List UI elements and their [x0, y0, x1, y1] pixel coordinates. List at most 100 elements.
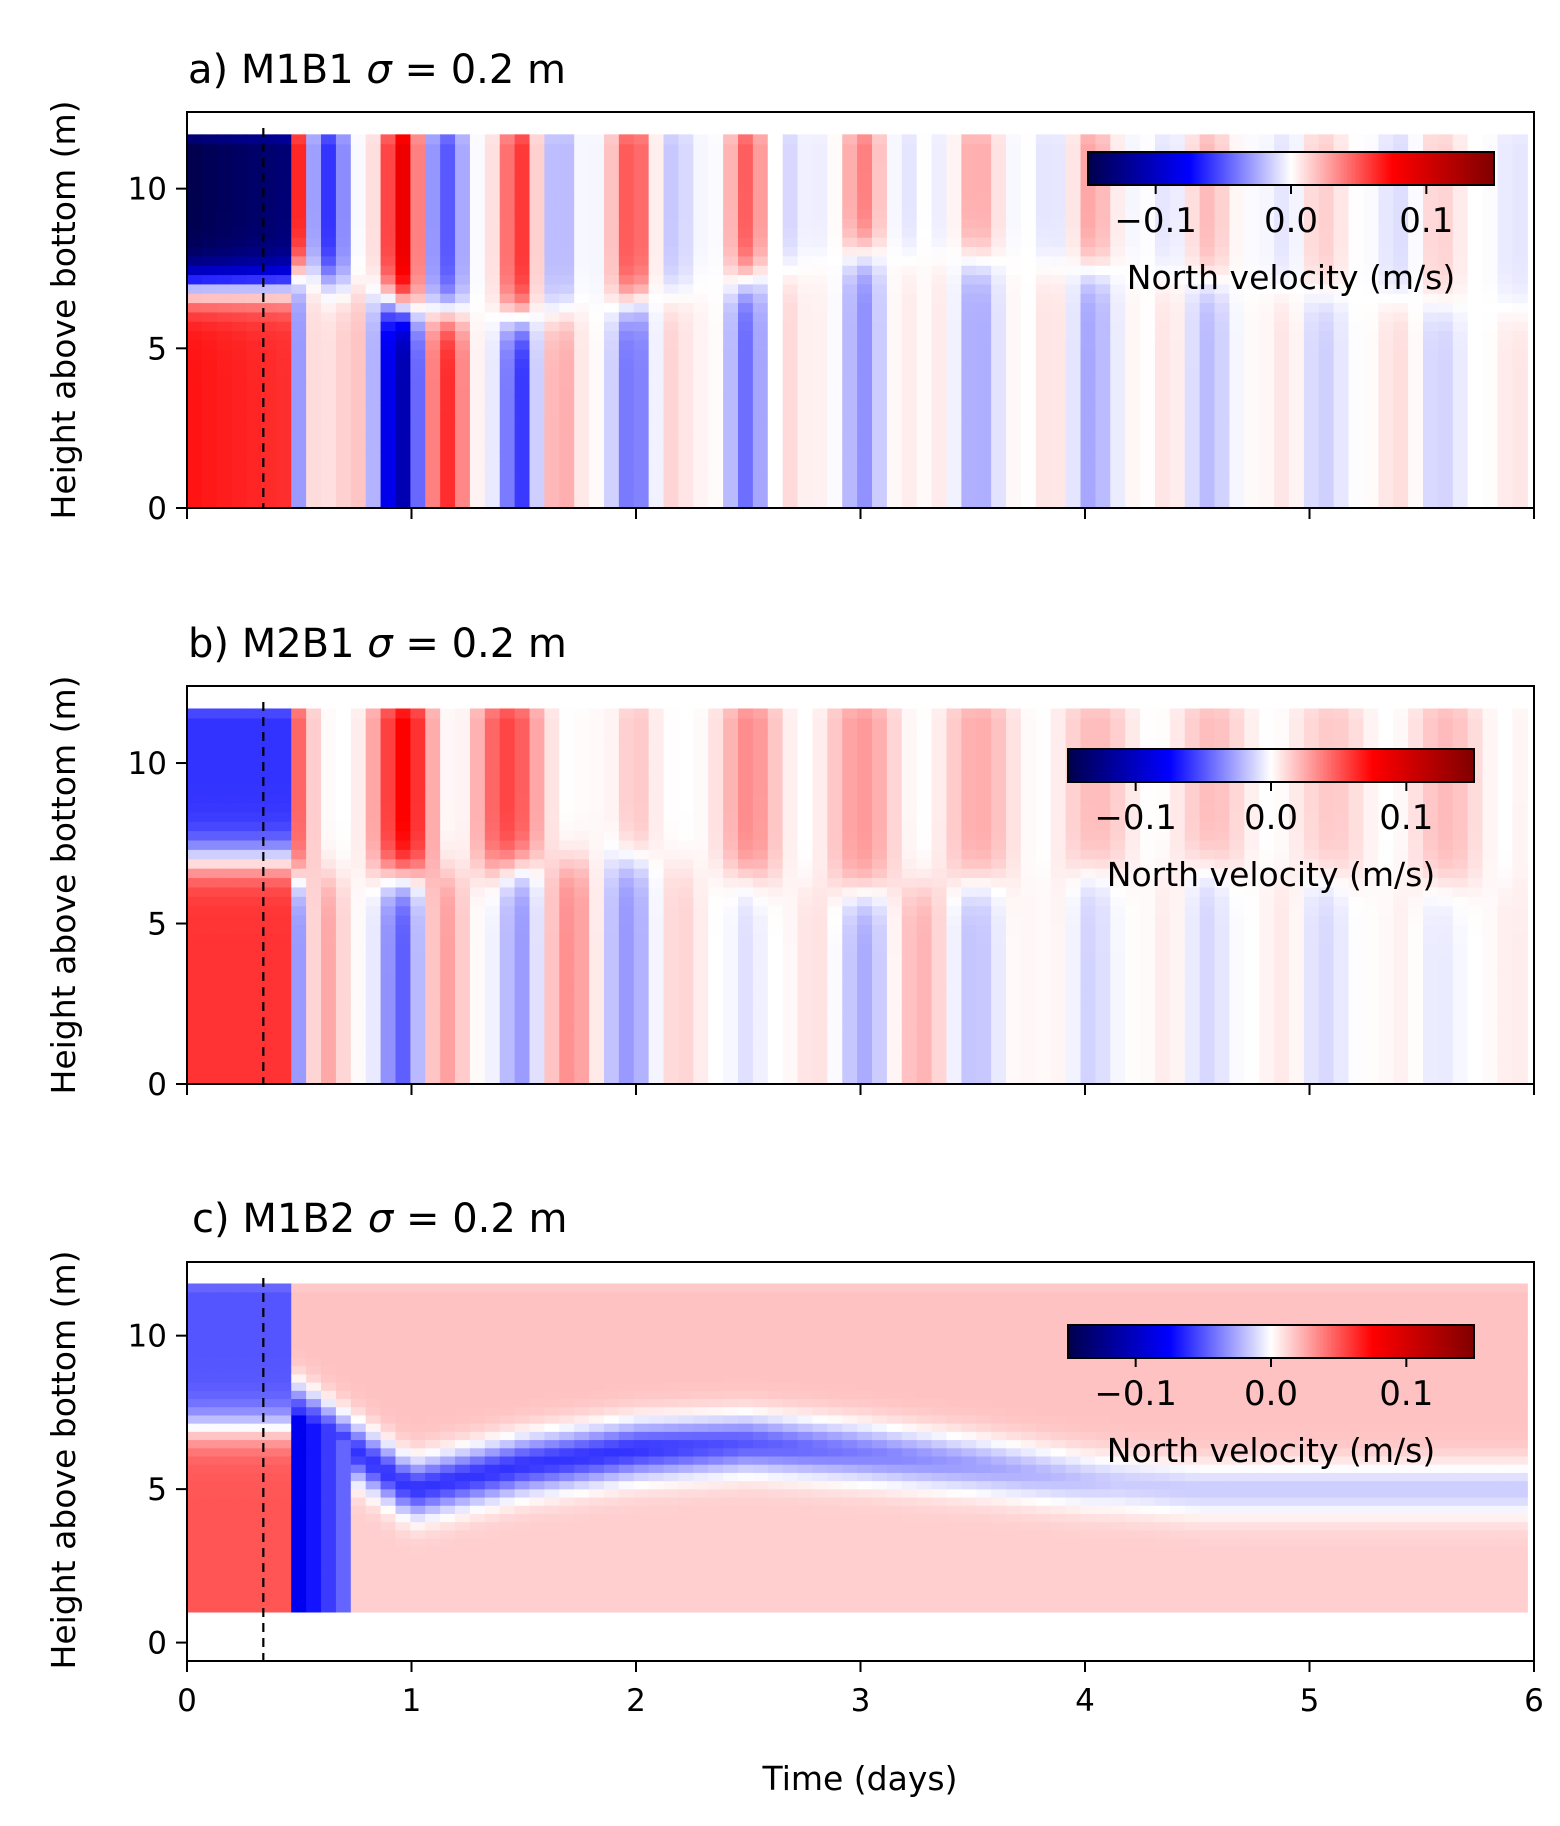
heatmap-cell	[470, 368, 485, 378]
heatmap-cell	[381, 896, 396, 906]
heatmap-cell	[842, 331, 857, 341]
heatmap-cell	[812, 433, 827, 443]
heatmap-cell	[559, 237, 574, 247]
heatmap-cell	[485, 1000, 500, 1010]
heatmap-cell	[440, 1037, 455, 1047]
heatmap-cell	[202, 840, 217, 850]
heatmap-cell	[515, 265, 530, 275]
heatmap-cell	[217, 924, 232, 934]
heatmap-cell	[1244, 209, 1259, 219]
heatmap-cell	[232, 349, 247, 359]
heatmap-cell	[932, 489, 947, 499]
heatmap-cell	[1393, 424, 1408, 434]
heatmap-cell	[678, 943, 693, 953]
heatmap-cell	[276, 1046, 291, 1056]
heatmap-cell	[917, 340, 932, 350]
heatmap-cell	[678, 746, 693, 756]
heatmap-cell	[470, 877, 485, 887]
heatmap-cell	[485, 915, 500, 925]
heatmap-cell	[1021, 340, 1036, 350]
heatmap-cell	[544, 424, 559, 434]
heatmap-cell	[276, 134, 291, 144]
heatmap-cell	[693, 489, 708, 499]
heatmap-cell	[1438, 387, 1453, 397]
heatmap-cell	[247, 359, 262, 369]
heatmap-cell	[827, 200, 842, 210]
heatmap-cell	[500, 755, 515, 765]
heatmap-cell	[589, 746, 604, 756]
heatmap-cell	[1363, 359, 1378, 369]
heatmap-cell	[664, 943, 679, 953]
heatmap-cell	[321, 821, 336, 831]
heatmap-cell	[530, 793, 545, 803]
heatmap-cell	[291, 859, 306, 869]
heatmap-cell	[961, 209, 976, 219]
heatmap-cell	[1334, 349, 1349, 359]
heatmap-cell	[336, 256, 351, 266]
heatmap-cell	[946, 293, 961, 303]
heatmap-cell	[1006, 368, 1021, 378]
heatmap-cell	[857, 144, 872, 154]
heatmap-cell	[306, 144, 321, 154]
heatmap-cell	[217, 153, 232, 163]
heatmap-cell	[1483, 359, 1498, 369]
heatmap-cell	[425, 840, 440, 850]
heatmap-cell	[366, 471, 381, 481]
heatmap-cell	[485, 727, 500, 737]
heatmap-cell	[485, 471, 500, 481]
heatmap-cell	[574, 284, 589, 294]
heatmap-cell	[589, 471, 604, 481]
heatmap-cell	[306, 793, 321, 803]
heatmap-cell	[321, 368, 336, 378]
heatmap-cell	[440, 303, 455, 313]
heatmap-cell	[991, 368, 1006, 378]
heatmap-cell	[247, 209, 262, 219]
heatmap-cell	[515, 802, 530, 812]
heatmap-cell	[798, 228, 813, 238]
heatmap-cell	[515, 312, 530, 322]
heatmap-cell	[276, 1037, 291, 1047]
heatmap-cell	[291, 246, 306, 256]
heatmap-cell	[664, 387, 679, 397]
heatmap-cell	[351, 981, 366, 991]
heatmap-cell	[321, 162, 336, 172]
heatmap-cell	[946, 340, 961, 350]
heatmap-cell	[664, 424, 679, 434]
heatmap-cell	[1512, 181, 1527, 191]
heatmap-cell	[1408, 452, 1423, 462]
heatmap-cell	[798, 274, 813, 284]
heatmap-cell	[976, 405, 991, 415]
heatmap-cell	[306, 377, 321, 387]
heatmap-cell	[544, 1056, 559, 1066]
heatmap-cell	[1274, 321, 1289, 331]
heatmap-cell	[381, 162, 396, 172]
heatmap-cell	[902, 265, 917, 275]
heatmap-cell	[1334, 471, 1349, 481]
heatmap-cell	[1408, 387, 1423, 397]
heatmap-cell	[485, 1028, 500, 1038]
heatmap-cell	[351, 765, 366, 775]
heatmap-cell	[351, 953, 366, 963]
heatmap-cell	[634, 1018, 649, 1028]
heatmap-cell	[932, 480, 947, 490]
heatmap-cell	[1483, 237, 1498, 247]
heatmap-cell	[1155, 368, 1170, 378]
heatmap-cell	[708, 312, 723, 322]
heatmap-cell	[425, 971, 440, 981]
heatmap-cell	[798, 321, 813, 331]
heatmap-cell	[202, 377, 217, 387]
heatmap-cell	[455, 737, 470, 747]
heatmap-cell	[1229, 387, 1244, 397]
heatmap-cell	[1170, 405, 1185, 415]
heatmap-cell	[917, 424, 932, 434]
heatmap-cell	[738, 415, 753, 425]
heatmap-cell	[291, 190, 306, 200]
heatmap-cell	[291, 387, 306, 397]
heatmap-cell	[991, 293, 1006, 303]
heatmap-cell	[1468, 424, 1483, 434]
heatmap-cell	[381, 134, 396, 144]
heatmap-cell	[217, 953, 232, 963]
heatmap-cell	[649, 887, 664, 897]
heatmap-cell	[276, 708, 291, 718]
heatmap-cell	[470, 181, 485, 191]
